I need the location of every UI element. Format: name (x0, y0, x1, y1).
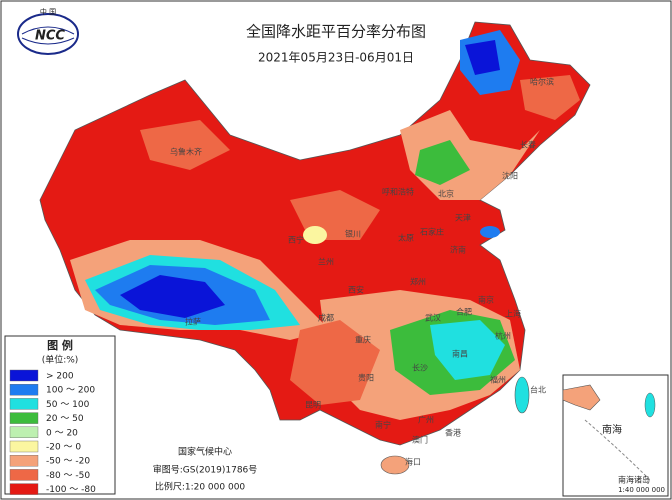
city: 乌鲁木齐 (170, 147, 202, 157)
city: 香港 (445, 428, 461, 438)
city: 武汉 (425, 313, 441, 323)
inset-islands: 南海诸岛 (618, 475, 650, 485)
legend-swatch (9, 412, 39, 424)
footer-scale: 比例尺:1:20 000 000 (155, 481, 246, 493)
city: 济南 (450, 245, 466, 255)
city: 天津 (455, 213, 471, 223)
inset: 南海 南海诸岛 1:40 000 000 (562, 374, 669, 497)
city: 呼和浩特 (382, 187, 414, 197)
city: 成都 (318, 313, 334, 323)
city: 贵阳 (358, 373, 374, 383)
city: 南昌 (452, 349, 468, 359)
footer-center: 国家气候中心 (178, 446, 232, 458)
city: 昆明 (305, 401, 321, 410)
legend-title: 图 例 (47, 338, 73, 352)
city: 沈阳 (502, 171, 518, 181)
title: 全国降水距平百分率分布图 (246, 23, 426, 41)
city: 澳门 (412, 435, 428, 445)
city: 北京 (438, 189, 454, 199)
inset-scale: 1:40 000 000 (618, 486, 665, 494)
legend-swatch (9, 469, 39, 481)
city: 长沙 (412, 363, 428, 373)
legend-label: 20 ～ 50 (46, 414, 84, 424)
legend-swatch (9, 483, 39, 495)
footer-approval: 审图号:GS(2019)1786号 (153, 464, 258, 476)
legend-label: 0 ～ 20 (46, 428, 78, 438)
city: 哈尔滨 (530, 77, 554, 87)
city: 海口 (405, 457, 421, 467)
city: 重庆 (355, 335, 371, 345)
city: 西宁 (288, 235, 304, 245)
legend-swatch (9, 398, 39, 410)
legend-swatch (9, 455, 39, 467)
china-map (39, 21, 591, 475)
logo-top: 中 国 (40, 7, 56, 16)
city: 银川 (345, 229, 361, 239)
legend-label: -80 ～ -50 (46, 471, 90, 481)
city: 西安 (348, 285, 364, 295)
logo-text: NCC (35, 29, 65, 44)
city-labels: 乌鲁木齐 哈尔滨 长春 沈阳 北京 天津 石家庄 太原 呼和浩特 银川 兰州 西… (170, 77, 554, 467)
legend-label: 50 ～ 100 (46, 400, 90, 410)
city: 南京 (478, 295, 494, 305)
subtitle: 2021年05月23日-06月01日 (258, 51, 414, 65)
city: 福州 (490, 376, 506, 385)
city: 拉萨 (185, 317, 201, 327)
legend-label: -50 ～ -20 (46, 457, 90, 467)
legend-label: -100 ～ -80 (46, 485, 96, 495)
legend-swatch (9, 426, 39, 438)
legend-label: > 200 (46, 372, 74, 382)
legend-swatch (9, 384, 39, 396)
legend-label: -20 ～ 0 (46, 443, 81, 453)
city: 长春 (520, 140, 536, 150)
inset-sea: 南海 (602, 423, 622, 436)
city: 石家庄 (420, 227, 444, 237)
logo: NCC 中 国 (17, 7, 79, 55)
city: 杭州 (495, 331, 511, 341)
city: 太原 (398, 233, 414, 243)
legend-swatch (9, 440, 39, 453)
city: 台北 (530, 385, 546, 395)
city: 上海 (505, 309, 521, 319)
legend-unit: (单位:%) (42, 354, 79, 366)
city: 南宁 (375, 420, 391, 430)
city: 兰州 (318, 257, 334, 267)
legend-swatch (9, 369, 39, 382)
city: 广州 (418, 415, 434, 425)
city: 郑州 (410, 277, 426, 287)
city: 合肥 (456, 307, 472, 317)
legend-label: 100 ～ 200 (46, 386, 95, 396)
legend: 图 例 (单位:%) > 200 100 ～ 200 50 ～ 100 20 ～ 50… (4, 335, 116, 495)
